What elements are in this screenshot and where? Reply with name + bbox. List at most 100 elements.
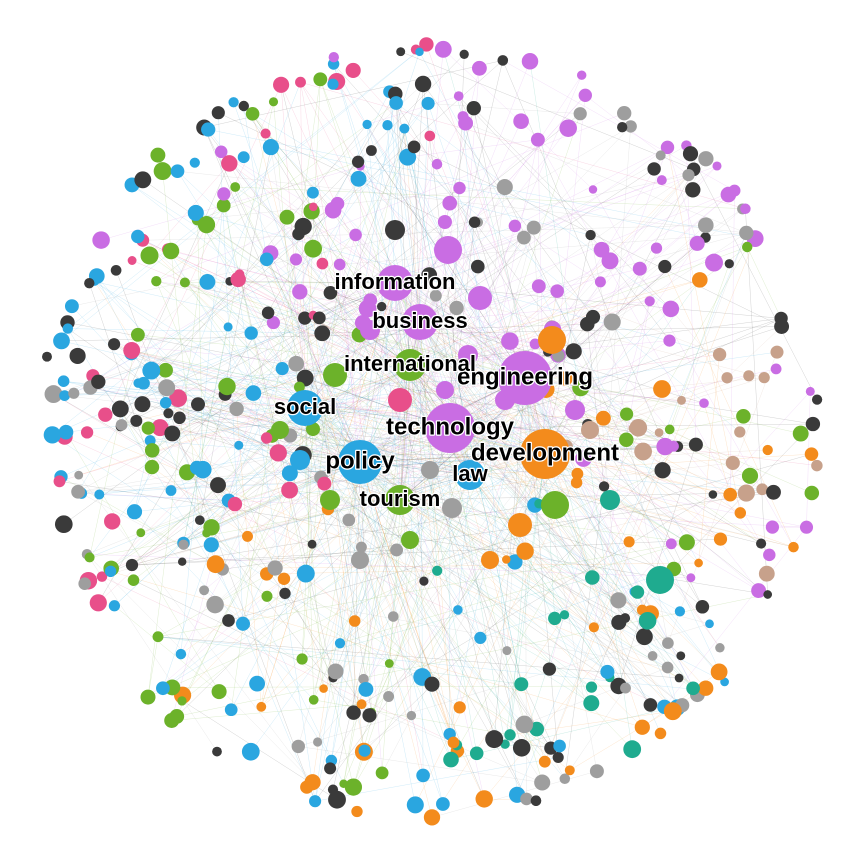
peripheral-node <box>190 461 204 475</box>
peripheral-node <box>662 637 674 649</box>
peripheral-node <box>349 615 361 627</box>
peripheral-node <box>191 397 205 411</box>
mid-node <box>646 566 674 594</box>
peripheral-node <box>55 515 73 533</box>
peripheral-node <box>534 774 550 790</box>
peripheral-node <box>472 61 487 76</box>
peripheral-node <box>388 611 399 622</box>
peripheral-node <box>358 682 373 697</box>
peripheral-node <box>108 338 120 350</box>
peripheral-node <box>178 540 188 550</box>
mid-node <box>351 551 369 569</box>
peripheral-node <box>228 497 242 511</box>
peripheral-node <box>485 730 503 748</box>
peripheral-node <box>509 220 522 233</box>
mid-node <box>481 551 499 569</box>
peripheral-node <box>522 53 538 69</box>
peripheral-node <box>497 55 508 66</box>
peripheral-node <box>611 615 626 630</box>
peripheral-node <box>357 699 367 709</box>
peripheral-node <box>705 619 714 628</box>
peripheral-node <box>474 632 486 644</box>
peripheral-node <box>602 252 619 269</box>
peripheral-node <box>207 555 225 573</box>
peripheral-node <box>396 47 405 56</box>
peripheral-node <box>793 426 809 442</box>
peripheral-node <box>740 204 750 214</box>
peripheral-node <box>514 677 528 691</box>
peripheral-node <box>416 769 430 783</box>
peripheral-node <box>151 276 161 286</box>
peripheral-node <box>327 79 338 90</box>
hub-label-tourism: tourism <box>360 486 441 511</box>
peripheral-node <box>639 612 657 630</box>
peripheral-node <box>742 468 758 484</box>
peripheral-node <box>141 690 156 705</box>
peripheral-node <box>800 521 813 534</box>
peripheral-node <box>261 591 272 602</box>
peripheral-node <box>657 175 667 185</box>
peripheral-node <box>743 370 754 381</box>
peripheral-node <box>158 379 175 396</box>
peripheral-node <box>98 408 112 422</box>
peripheral-node <box>288 356 304 372</box>
peripheral-node <box>195 515 205 525</box>
edge <box>143 225 706 240</box>
peripheral-node <box>91 375 105 389</box>
peripheral-node <box>230 182 240 192</box>
peripheral-node <box>44 426 61 443</box>
peripheral-node <box>723 488 737 502</box>
peripheral-node <box>634 443 652 461</box>
edge <box>99 495 228 501</box>
peripheral-node <box>709 490 718 499</box>
peripheral-node <box>163 243 180 260</box>
peripheral-node <box>442 196 457 211</box>
peripheral-node <box>126 559 138 571</box>
peripheral-node <box>419 576 428 585</box>
peripheral-node <box>201 122 215 136</box>
peripheral-node <box>436 797 450 811</box>
mid-node <box>538 326 566 354</box>
peripheral-node <box>141 247 159 265</box>
peripheral-node <box>665 425 675 435</box>
mid-node <box>421 461 439 479</box>
peripheral-node <box>249 676 265 692</box>
peripheral-node <box>242 743 260 761</box>
mid-node <box>434 236 462 264</box>
peripheral-node <box>104 513 120 529</box>
peripheral-node <box>624 536 635 547</box>
peripheral-node <box>325 202 342 219</box>
peripheral-node <box>662 662 674 674</box>
peripheral-node <box>539 756 551 768</box>
peripheral-node <box>520 793 533 806</box>
peripheral-node <box>280 210 295 225</box>
peripheral-node <box>812 394 822 404</box>
peripheral-node <box>385 659 394 668</box>
peripheral-node <box>620 407 633 420</box>
peripheral-node <box>766 520 779 533</box>
peripheral-node <box>502 555 511 564</box>
peripheral-node <box>71 485 85 499</box>
peripheral-node <box>383 691 394 702</box>
peripheral-node <box>619 433 633 447</box>
peripheral-node <box>407 796 424 813</box>
peripheral-node <box>663 334 675 346</box>
peripheral-node <box>236 617 250 631</box>
peripheral-node <box>513 739 531 757</box>
peripheral-node <box>771 364 782 375</box>
peripheral-node <box>177 696 186 705</box>
mid-node <box>271 421 289 439</box>
peripheral-node <box>422 97 435 110</box>
mid-node <box>290 450 310 470</box>
peripheral-node <box>261 129 271 139</box>
peripheral-node <box>501 332 519 350</box>
peripheral-node <box>604 313 621 330</box>
peripheral-node <box>517 231 531 245</box>
peripheral-node <box>595 276 606 287</box>
peripheral-node <box>698 681 713 696</box>
peripheral-node <box>550 284 564 298</box>
peripheral-node <box>805 447 819 461</box>
peripheral-node <box>308 540 317 549</box>
peripheral-node <box>164 713 179 728</box>
peripheral-node <box>647 162 660 175</box>
